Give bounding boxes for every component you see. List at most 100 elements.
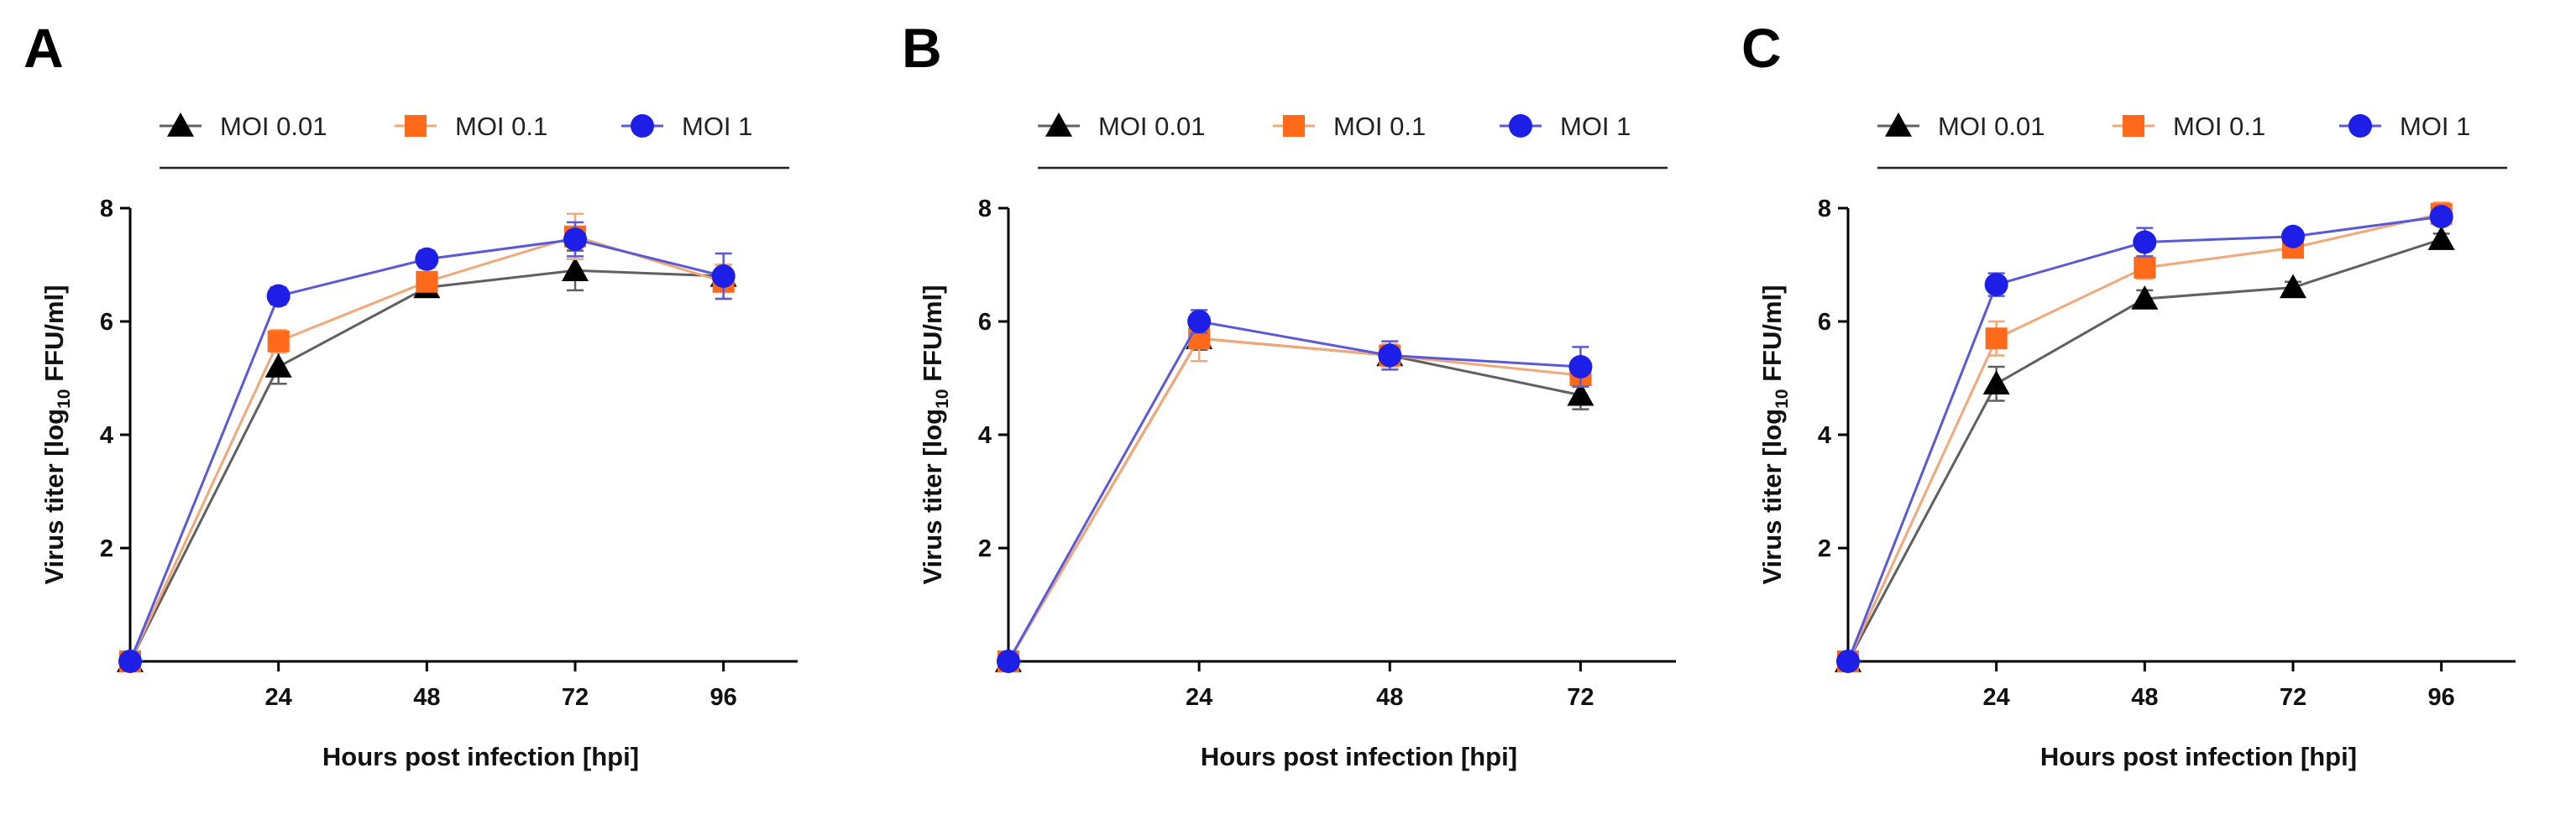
legend-marker-moi-1 [2348,114,2372,138]
point-moi-1-72 [563,227,587,252]
legend: MOI 0.01 MOI 0.1 MOI 1 [1877,112,2507,170]
y-axis-title: Virus titer [log10 FFU/ml] [39,285,74,585]
legend-marker-moi-0-01 [1885,112,1912,137]
point-moi-1-48 [415,247,439,271]
series-moi-1 [997,309,1593,673]
plot-area [995,309,1594,673]
point-moi-1-72 [1568,355,1593,379]
x-tick-label-24: 24 [1186,684,1212,711]
point-moi-1-0 [1836,650,1860,673]
series-moi-0-1 [1837,201,2453,672]
point-moi-0-01-72 [2280,274,2306,299]
point-moi-1-48 [2133,230,2157,254]
panel-b: B MOI 0.01 MOI 0.1 MOI 1 2 4 6 8 24 48 72 Hours pos… [878,0,1736,820]
series-moi-0-1 [997,315,1592,672]
y-tick-label-2: 2 [978,535,992,562]
point-moi-0-1-24 [267,330,290,353]
legend-label-moi-0-01: MOI 0.01 [220,112,327,141]
series-line-moi-1 [1007,320,1581,662]
point-moi-1-24 [1984,273,2008,297]
point-moi-0-1-48 [416,270,438,293]
y-tick-label-6: 6 [100,309,113,336]
point-moi-0-1-48 [2134,256,2156,279]
y-tick-label-4: 4 [978,422,992,449]
legend-marker-moi-0-01 [1045,112,1072,137]
point-moi-1-96 [711,264,736,288]
y-tick-label-6: 6 [978,309,992,336]
x-tick-label-72: 72 [2280,684,2306,711]
x-tick-label-24: 24 [265,684,292,711]
series-line-moi-0-1 [128,235,725,662]
point-moi-0-01-72 [1567,381,1594,406]
plot-area [1835,201,2455,673]
legend-label-moi-0-01: MOI 0.01 [1098,112,1206,141]
point-moi-0-01-24 [264,353,292,378]
series-line-moi-1 [1846,215,2442,662]
y-tick-label-4: 4 [1818,422,1831,449]
x-tick-label-72: 72 [1567,684,1594,711]
legend-label-moi-0-1: MOI 0.1 [455,112,547,141]
y-tick-label-2: 2 [100,535,113,562]
series-line-moi-1 [128,238,725,662]
legend-label-moi-1: MOI 1 [1560,112,1631,141]
legend-label-moi-1: MOI 1 [682,112,752,141]
panel-letter-b: B [902,17,942,79]
y-tick-label-8: 8 [978,196,992,222]
y-axis-title: Virus titer [log10 FFU/ml] [1757,285,1792,585]
panel-a: A MOI 0.01 MOI 0.1 MOI 1 2 4 6 8 24 48 72 96 Hours p… [0,0,858,820]
plot-area [117,212,737,673]
point-moi-0-01-72 [562,257,589,282]
y-tick-label-6: 6 [1818,309,1831,336]
legend: MOI 0.01 MOI 0.1 MOI 1 [160,112,789,170]
x-tick-label-48: 48 [413,684,440,711]
legend-marker-moi-0-1 [405,115,427,137]
legend-marker-moi-0-1 [2123,115,2144,137]
point-moi-1-24 [266,284,291,308]
x-tick-label-24: 24 [1983,684,2010,711]
legend-label-moi-0-1: MOI 0.1 [1333,112,1426,141]
legend: MOI 0.01 MOI 0.1 MOI 1 [1038,112,1668,170]
point-moi-1-0 [997,650,1020,673]
x-tick-label-48: 48 [2131,684,2158,711]
series-line-moi-0-01 [1007,337,1581,662]
series-line-moi-0-1 [1007,337,1581,662]
series-moi-0-01 [1835,226,2455,672]
x-tick-label-96: 96 [710,684,737,711]
point-moi-0-1-24 [1985,327,2008,350]
panel-letter-c: C [1741,17,1782,79]
y-axis-title: Virus titer [log10 FFU/ml] [918,285,952,585]
legend-label-moi-1: MOI 1 [2400,112,2470,141]
x-tick-label-48: 48 [1376,684,1403,711]
legend-label-moi-0-1: MOI 0.1 [2173,112,2265,141]
series-moi-0-01 [117,249,737,672]
x-tick-label-96: 96 [2428,684,2455,711]
series-moi-1 [118,221,736,673]
legend-marker-moi-1 [1509,114,1532,138]
point-moi-1-96 [2429,205,2453,229]
legend-marker-moi-1 [631,114,654,138]
legend-label-moi-0-01: MOI 0.01 [1938,112,2045,141]
point-moi-1-0 [118,650,142,673]
y-tick-label-2: 2 [1818,535,1831,562]
series-moi-0-01 [995,325,1594,672]
x-axis-title: Hours post infection [hpi] [1201,742,1517,771]
point-moi-0-01-24 [1982,370,2010,395]
y-tick-label-4: 4 [100,422,113,449]
point-moi-1-24 [1187,310,1212,333]
y-tick-label-8: 8 [100,196,113,222]
point-moi-0-01-96 [2427,226,2455,250]
series-moi-0-1 [119,212,735,672]
legend-marker-moi-0-01 [167,112,194,137]
series-line-moi-0-01 [128,269,724,662]
point-moi-1-72 [2281,224,2305,248]
x-axis-title: Hours post infection [hpi] [2040,742,2357,771]
y-tick-label-8: 8 [1818,196,1831,222]
panel-c: C MOI 0.01 MOI 0.1 MOI 1 2 4 6 8 24 48 72 96 Hours p… [1718,0,2576,820]
